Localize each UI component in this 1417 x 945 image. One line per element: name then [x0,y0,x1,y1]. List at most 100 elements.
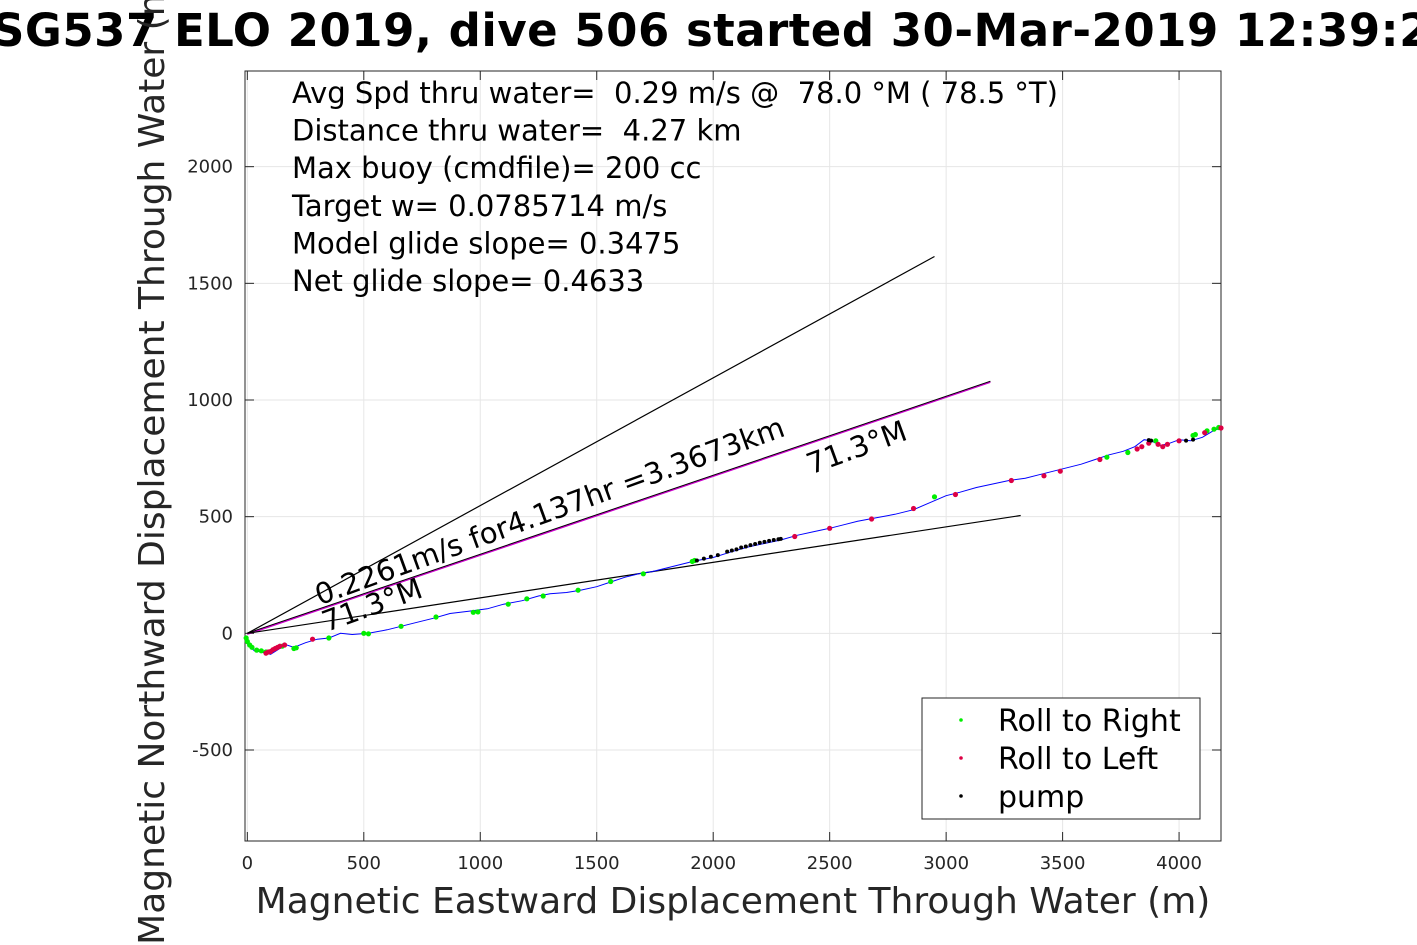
data-point [1097,456,1103,463]
annotation-line: Target w= 0.0785714 m/s [291,189,667,223]
data-point [748,543,753,548]
x-tick-label: 1000 [457,853,503,874]
y-tick-label: 500 [199,507,233,528]
line-label: 71.3°M [802,414,911,482]
legend-label: Roll to Left [998,742,1158,777]
data-point [739,545,744,550]
data-point [254,647,260,653]
legend-marker [959,718,963,722]
line-label: 0.2261m/s for4.137hr =3.3673km [310,410,789,612]
data-point [1125,449,1131,456]
data-point [1041,473,1047,479]
y-tick-label: 1000 [187,390,233,411]
reference-line-overlay [247,381,991,635]
data-point [753,541,758,546]
annotation-line: Distance thru water= 4.27 km [292,114,742,148]
annotation-line: Net glide slope= 0.4633 [292,264,644,298]
data-point [694,558,699,563]
data-point [792,533,798,540]
data-point [365,631,372,637]
data-point [433,614,439,620]
legend-marker [959,794,963,798]
x-tick-label: 3000 [923,853,969,874]
data-point [1164,441,1171,447]
legend-label: Roll to Right [998,704,1181,739]
reference-line [247,255,935,634]
data-point [277,643,283,649]
data-point [1211,426,1217,432]
data-point [361,630,367,636]
data-point [293,645,299,651]
reference-line [247,380,991,634]
y-tick-label: 0 [222,623,233,644]
data-point [524,596,530,602]
x-tick-label: 0 [242,853,253,874]
annotation-line: Model glide slope= 0.3475 [292,226,680,260]
data-point [952,491,959,498]
y-axis-label: Magnetic Northward Displacement Through … [132,0,173,945]
data-point [1202,430,1208,436]
x-tick-label: 500 [347,853,381,874]
plot-frame [244,70,1222,842]
data-point [1008,477,1014,484]
data-point [1176,438,1182,444]
legend-label: pump [998,780,1084,815]
data-point [540,593,546,599]
annotation-line: Max buoy (cmdfile)= 200 cc [292,151,701,185]
data-point [729,548,734,553]
data-point [608,578,614,585]
data-point [757,540,762,545]
data-point [708,554,713,559]
annotation-line: Avg Spd thru water= 0.29 m/s @ 78.0 °M (… [292,76,1058,110]
data-point [1184,438,1189,443]
data-point [762,539,767,544]
y-tick-label: 1500 [187,273,233,294]
data-point [1134,446,1140,452]
x-tick-label: 2000 [690,853,736,874]
data-point [258,648,264,654]
data-point [326,635,332,641]
y-tick-label: 2000 [187,157,233,178]
data-point [281,642,288,648]
data-point [725,549,730,554]
data-point [1192,431,1198,438]
annotations: Avg Spd thru water= 0.29 m/s @ 78.0 °M (… [291,76,1058,298]
x-axis-label: Magnetic Eastward Displacement Through W… [256,881,1211,922]
data-point [743,544,748,549]
x-tick-label: 4000 [1156,853,1202,874]
data-points [243,424,1224,656]
x-tick-label: 3500 [1040,853,1086,874]
legend-box [921,697,1201,820]
data-point [1155,441,1161,447]
data-point [249,644,255,650]
chart-title: SG537 ELO 2019, dive 506 started 30-Mar-… [0,0,1417,66]
axes: 0 500 1000 1500 2000 2500 3000 3500 4000 -500 0 500… [132,0,1222,945]
data-point [771,538,776,542]
data-point [1057,468,1063,474]
data-point [931,494,938,500]
data-point [715,553,720,558]
data-point [1104,454,1110,460]
data-point [1149,438,1154,443]
data-point [827,525,833,531]
data-point [470,609,476,615]
reference-line [247,514,1021,634]
data-point [701,556,706,561]
data-point [1218,425,1224,431]
data-point [309,636,316,642]
data-point [1139,444,1145,450]
data-point [734,547,739,552]
y-tick-label: -500 [192,740,233,761]
data-point [1191,437,1196,442]
legend-marker [959,756,963,760]
data-point [910,505,917,512]
x-tick-label: 1500 [574,853,620,874]
data-point [868,516,875,522]
data-point [398,623,404,629]
data-point [475,609,481,615]
data-point [575,587,581,593]
chart-title-text: SG537 ELO 2019, dive 506 started 30-Mar-… [0,4,1417,57]
x-tick-label: 2500 [807,853,853,874]
